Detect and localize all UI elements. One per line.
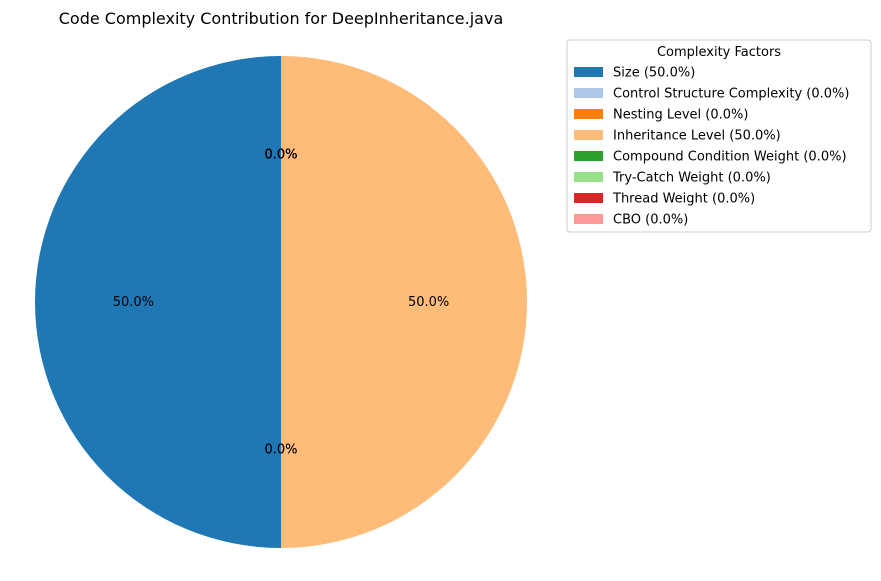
legend-swatch-try-catch-weight	[574, 172, 603, 182]
legend-swatch-inheritance-level	[574, 130, 603, 140]
legend-items: Size (50.0%) Control Structure Complexity…	[574, 66, 849, 228]
legend-frame	[566, 39, 872, 233]
pct-label-size: 50.0%	[113, 295, 154, 310]
legend-label-cbo: CBO (0.0%)	[613, 213, 688, 228]
pct-label-try-catch-weight: 0.0%	[264, 147, 297, 162]
legend-swatch-compound-condition-weight	[574, 151, 603, 161]
pct-label-inheritance-level: 50.0%	[408, 295, 449, 310]
legend-label-thread-weight: Thread Weight (0.0%)	[612, 192, 755, 207]
pct-label-nesting-level: 0.0%	[264, 443, 297, 458]
pct-label-compound-condition-weight: 0.0%	[264, 147, 297, 162]
legend-label-control-structure-complexity: Control Structure Complexity (0.0%)	[613, 87, 849, 102]
legend-label-size: Size (50.0%)	[613, 66, 695, 81]
legend-swatch-size	[574, 67, 603, 77]
pie-slices	[35, 56, 527, 548]
pct-label-control-structure-complexity: 0.0%	[264, 443, 297, 458]
pie-slice-size	[35, 56, 281, 548]
legend-title: Complexity Factors	[657, 45, 781, 60]
chart-title: Code Complexity Contribution for DeepInh…	[59, 9, 504, 28]
legend-label-try-catch-weight: Try-Catch Weight (0.0%)	[612, 171, 771, 186]
legend-label-compound-condition-weight: Compound Condition Weight (0.0%)	[613, 150, 847, 165]
legend-swatch-nesting-level	[574, 109, 603, 119]
percentage-labels: 50.0%0.0%0.0%50.0%0.0%0.0%0.0%0.0%	[113, 147, 450, 457]
legend-swatch-thread-weight	[574, 193, 603, 203]
pie-slice-inheritance-level	[281, 56, 527, 548]
legend-swatch-control-structure-complexity	[574, 88, 603, 98]
pct-label-cbo: 0.0%	[264, 147, 297, 162]
legend-label-nesting-level: Nesting Level (0.0%)	[613, 108, 748, 123]
legend: Complexity Factors Size (50.0%) Control S…	[566, 39, 872, 233]
legend-label-inheritance-level: Inheritance Level (50.0%)	[613, 129, 781, 144]
legend-swatch-cbo	[574, 214, 603, 224]
pct-label-thread-weight: 0.0%	[264, 147, 297, 162]
